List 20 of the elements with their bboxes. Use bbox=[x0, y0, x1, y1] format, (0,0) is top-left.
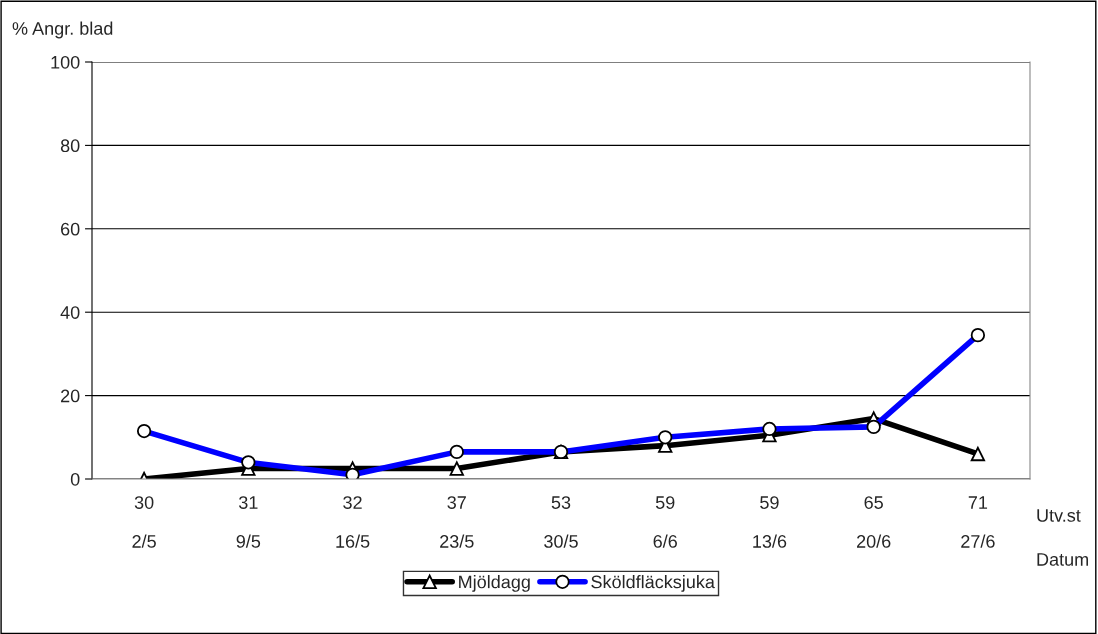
category-label: 59 13/6 bbox=[753, 496, 787, 548]
category-label: 65 20/6 bbox=[857, 496, 891, 548]
y-tick-label: 100 bbox=[51, 55, 80, 69]
category-label: 59 6/6 bbox=[653, 496, 677, 548]
category-label: 53 30/5 bbox=[544, 496, 578, 548]
y-axis-title: % Angr. blad bbox=[12, 21, 113, 39]
category-label: 30 2/5 bbox=[132, 496, 156, 548]
category-label: 71 27/6 bbox=[961, 496, 995, 548]
y-tick-label: 0 bbox=[70, 472, 80, 486]
y-tick-label: 20 bbox=[61, 389, 80, 403]
y-tick-label: 40 bbox=[60, 306, 80, 319]
text: Datum bbox=[1037, 553, 1088, 566]
y-tick-label: 60 bbox=[61, 222, 80, 236]
legend-label: Mjöldagg bbox=[459, 575, 530, 592]
text: Utv.st bbox=[1037, 509, 1081, 522]
category-label: 32 16/5 bbox=[336, 496, 370, 548]
legend-label: Sköldfläcksjuka bbox=[591, 575, 715, 592]
category-label: 31 9/5 bbox=[236, 496, 261, 548]
y-tick-label: 80 bbox=[60, 139, 80, 153]
category-label: 37 23/5 bbox=[440, 496, 474, 548]
